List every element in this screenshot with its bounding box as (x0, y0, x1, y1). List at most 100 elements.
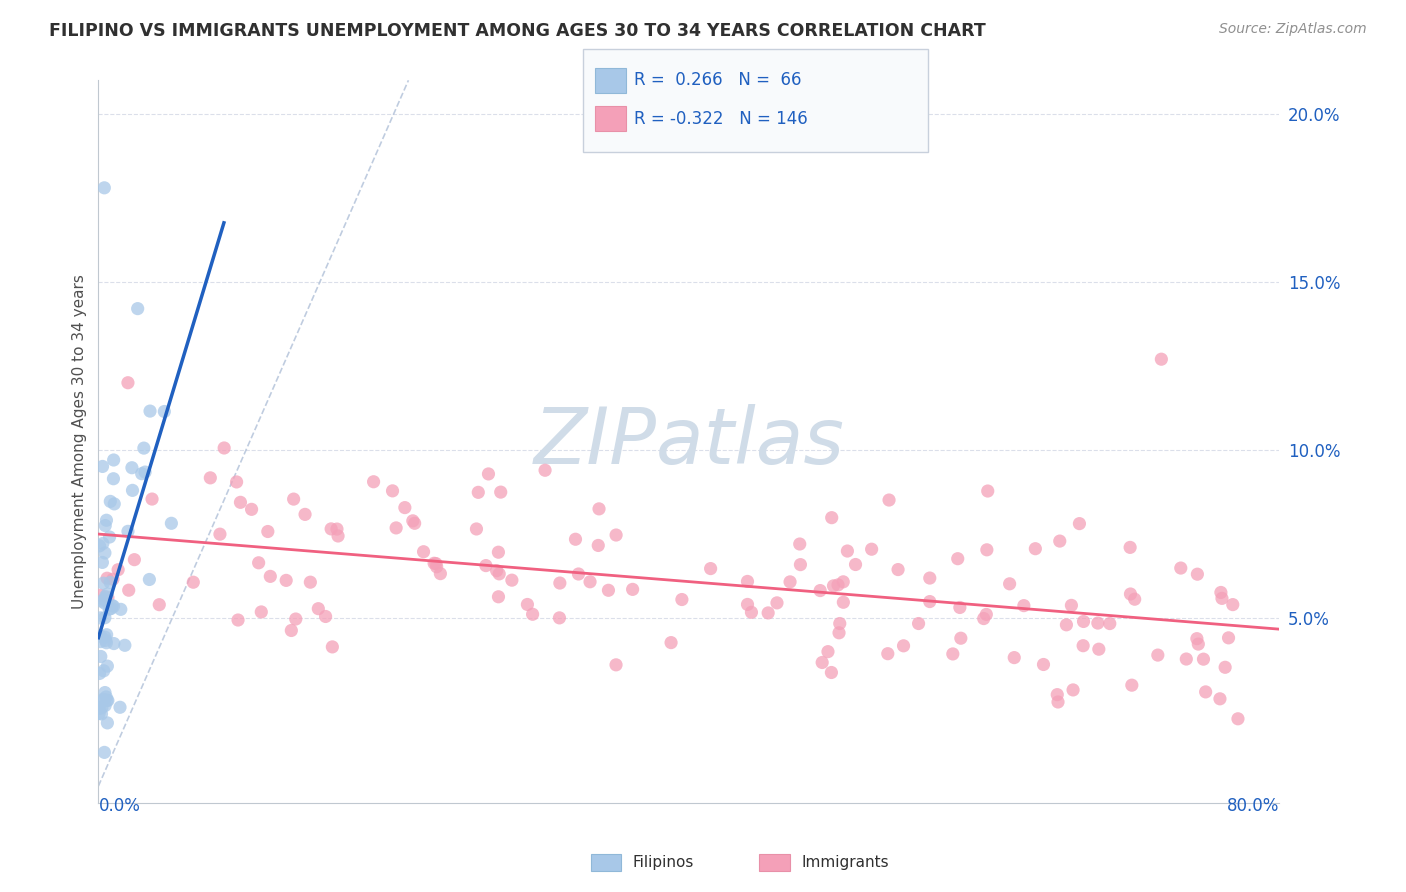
Point (200, 471, 222, 485)
Point (946, 551, 969, 566)
Point (976, 542, 998, 557)
Point (100, 601, 122, 615)
Point (315, 609, 337, 624)
Point (127, 301, 149, 316)
Point (94, 611, 117, 625)
Point (942, 647, 965, 661)
Point (1046, 695, 1070, 709)
Point (477, 467, 499, 481)
Point (1012, 599, 1035, 613)
Point (103, 497, 125, 511)
Point (284, 612, 307, 626)
Point (1098, 616, 1121, 631)
Point (489, 485, 512, 500)
Point (110, 602, 132, 616)
Point (96, 636, 118, 650)
Point (588, 538, 610, 552)
Point (808, 583, 831, 598)
Point (1087, 616, 1109, 631)
Text: Filipinos: Filipinos (633, 855, 695, 870)
Point (94, 633, 117, 648)
Point (94, 590, 117, 604)
Point (103, 636, 125, 650)
Point (97, 591, 120, 605)
Text: Immigrants: Immigrants (801, 855, 889, 870)
Point (501, 573, 523, 587)
Point (138, 573, 160, 587)
Text: Source: ZipAtlas.com: Source: ZipAtlas.com (1219, 22, 1367, 37)
Point (90, 694, 112, 708)
Point (766, 596, 789, 610)
Point (283, 492, 305, 507)
Point (93, 593, 115, 607)
Point (860, 542, 883, 557)
Point (124, 552, 146, 566)
Point (605, 528, 627, 542)
Point (321, 640, 343, 654)
Point (737, 598, 759, 612)
Point (426, 559, 449, 574)
Point (1121, 678, 1143, 692)
Point (98, 575, 121, 590)
Point (918, 594, 941, 608)
Point (488, 590, 510, 604)
Point (877, 493, 900, 508)
Point (90, 594, 112, 608)
Point (998, 576, 1021, 591)
Point (671, 592, 693, 607)
Point (1119, 587, 1142, 601)
Text: 0.0%: 0.0% (98, 797, 141, 815)
Point (93, 745, 115, 759)
Point (385, 521, 408, 535)
Point (229, 495, 252, 509)
Point (132, 441, 155, 455)
Point (548, 611, 571, 625)
Point (212, 441, 235, 455)
Point (1150, 352, 1173, 367)
Point (1046, 688, 1069, 702)
Point (817, 645, 839, 659)
Point (832, 574, 855, 589)
Point (907, 616, 929, 631)
Point (1170, 561, 1192, 575)
Text: R = -0.322   N = 146: R = -0.322 N = 146 (634, 110, 808, 128)
Point (567, 566, 589, 581)
Point (832, 595, 855, 609)
Point (307, 601, 329, 615)
Point (475, 558, 498, 573)
Point (381, 483, 404, 498)
Point (153, 404, 176, 418)
Point (363, 475, 385, 489)
Point (321, 522, 343, 536)
Point (326, 522, 349, 536)
Point (90, 649, 112, 664)
Point (1146, 648, 1168, 662)
Point (465, 522, 488, 536)
Point (534, 463, 557, 477)
Point (821, 510, 844, 524)
Point (412, 545, 434, 559)
Point (276, 574, 298, 588)
Point (98, 530, 121, 544)
Point (91, 536, 114, 550)
Point (131, 467, 153, 481)
Point (429, 566, 451, 581)
Point (90, 588, 112, 602)
Point (893, 639, 915, 653)
Point (699, 561, 721, 575)
Point (579, 574, 602, 589)
Point (93, 664, 115, 678)
Point (89, 539, 111, 553)
Point (605, 657, 627, 672)
Point (96, 571, 118, 585)
Point (402, 514, 425, 528)
Point (1226, 712, 1249, 726)
Point (90, 700, 112, 714)
Point (226, 613, 249, 627)
Point (1049, 534, 1071, 549)
Point (949, 600, 972, 615)
Point (548, 576, 571, 591)
Point (1002, 650, 1025, 665)
Point (91, 459, 114, 474)
Y-axis label: Unemployment Among Ages 30 to 34 years: Unemployment Among Ages 30 to 34 years (72, 274, 87, 609)
